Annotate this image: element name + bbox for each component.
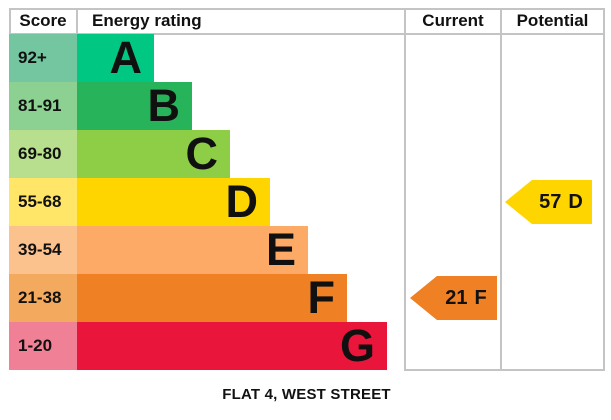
grid-line-score-divider bbox=[76, 8, 78, 34]
column-header-current: Current bbox=[422, 11, 484, 30]
potential-rating-band: D bbox=[568, 190, 583, 213]
score-range-cell-a: 92+ bbox=[9, 34, 77, 82]
grid-line-left bbox=[9, 8, 11, 34]
grid-line-header-bottom bbox=[9, 33, 604, 35]
grid-line-top bbox=[9, 8, 604, 10]
band-bar-e: E bbox=[77, 226, 308, 274]
band-bar-c: C bbox=[77, 130, 230, 178]
score-range-cell-c: 69-80 bbox=[9, 130, 77, 178]
band-bar-g: G bbox=[77, 322, 387, 370]
band-bar-a: A bbox=[77, 34, 154, 82]
score-range-cell-f: 21-38 bbox=[9, 274, 77, 322]
score-range-cell-d: 55-68 bbox=[9, 178, 77, 226]
band-bar-b: B bbox=[77, 82, 192, 130]
potential-rating-arrow: 57 D bbox=[505, 180, 592, 224]
property-address-caption: FLAT 4, WEST STREET bbox=[222, 386, 391, 403]
score-range-cell-e: 39-54 bbox=[9, 226, 77, 274]
grid-line-current-divider bbox=[404, 8, 406, 371]
grid-line-potential-divider bbox=[500, 8, 502, 371]
potential-rating-score: 57 bbox=[539, 190, 562, 213]
grid-line-right bbox=[603, 8, 605, 371]
band-bar-f: F bbox=[77, 274, 347, 322]
current-rating-arrow: 21 F bbox=[410, 276, 497, 320]
column-header-score: Score bbox=[19, 11, 67, 30]
grid-line-bottom bbox=[405, 369, 604, 371]
current-rating-band: F bbox=[474, 286, 487, 309]
band-bar-d: D bbox=[77, 178, 270, 226]
column-header-energy-rating: Energy rating bbox=[92, 11, 202, 30]
score-range-cell-g: 1-20 bbox=[9, 322, 77, 370]
current-rating-score: 21 bbox=[445, 286, 468, 309]
score-range-cell-b: 81-91 bbox=[9, 82, 77, 130]
column-header-potential: Potential bbox=[516, 11, 589, 30]
